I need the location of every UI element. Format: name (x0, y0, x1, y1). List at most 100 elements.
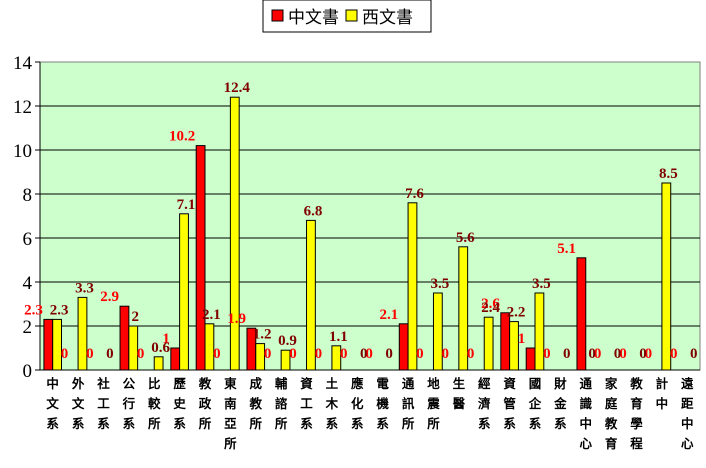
data-label: 2.3 (24, 302, 43, 318)
y-tick-label: 14 (13, 53, 33, 74)
data-label: 8.5 (659, 166, 678, 182)
data-label: 0.6 (151, 340, 170, 356)
data-label: 0 (365, 346, 373, 362)
data-label: 0 (588, 346, 596, 362)
bar-western (407, 202, 418, 371)
data-label: 2.6 (481, 296, 500, 312)
x-tick-label: 成教所 (249, 376, 263, 431)
data-label: 10.2 (169, 129, 195, 145)
legend-swatch-1 (271, 9, 284, 22)
data-label: 1.9 (227, 311, 246, 327)
bar-chinese (195, 145, 206, 371)
y-tick-label: 6 (23, 229, 33, 250)
bar-western (229, 96, 240, 371)
y-tick-label: 12 (13, 97, 32, 118)
data-label: 0 (639, 346, 647, 362)
x-tick-label: 歷史系 (173, 376, 186, 431)
data-label: 0 (106, 346, 114, 362)
bar-western (483, 316, 494, 371)
x-tick-label: 東南亞所 (224, 376, 237, 451)
data-label: 0 (594, 346, 602, 362)
x-tick-label: 土木系 (325, 376, 339, 431)
bar-western (661, 182, 672, 371)
data-label: 0 (467, 346, 475, 362)
x-tick-label: 資管系 (503, 376, 516, 431)
data-label: 0 (645, 346, 653, 362)
data-label: 0 (416, 346, 424, 362)
bar-chinese (170, 347, 181, 371)
data-label: 0 (315, 346, 323, 362)
x-tick-label: 經濟系 (478, 376, 491, 431)
bar-chinese (119, 305, 130, 371)
x-tick-label: 通識中心 (580, 376, 593, 451)
x-tick-label: 輔諮所 (275, 376, 288, 431)
data-label: 0 (543, 346, 551, 362)
data-label: 0 (690, 346, 698, 362)
y-tick-label: 2 (23, 317, 33, 338)
x-tick-label: 家庭教育 (604, 376, 618, 451)
data-label: 1 (162, 331, 170, 347)
data-label: 3.3 (75, 280, 94, 296)
bar-chinese (525, 347, 536, 371)
data-label: 0 (289, 346, 297, 362)
x-tick-label: 外文系 (71, 376, 85, 431)
y-tick-label: 10 (13, 141, 32, 162)
bar-chinese (500, 312, 511, 371)
x-tick-label: 比較所 (148, 376, 161, 431)
x-tick-label: 教育學程 (629, 376, 643, 451)
x-tick-label: 地震所 (426, 376, 440, 431)
data-label: 0 (61, 346, 69, 362)
data-label: 1 (518, 331, 526, 347)
data-label: 0 (264, 346, 272, 362)
data-label: 0 (614, 346, 622, 362)
data-label: 0 (360, 346, 368, 362)
gridlines (40, 105, 700, 327)
x-tick-label: 應化系 (351, 376, 364, 431)
data-label: 0 (563, 346, 571, 362)
data-label: 0.9 (278, 333, 297, 349)
data-label: 0 (137, 346, 145, 362)
x-tick-label: 通訊所 (402, 376, 415, 431)
bar-chinese (576, 257, 587, 371)
x-tick-label: 國企系 (528, 376, 542, 431)
data-label: 3.5 (430, 276, 449, 292)
legend-swatch-2 (345, 9, 358, 22)
data-label: 6.8 (304, 203, 323, 219)
data-label: 12.4 (224, 80, 251, 96)
data-label: 2.4 (481, 300, 500, 316)
y-tick-label: 4 (23, 273, 33, 294)
bar-western (52, 318, 62, 371)
y-tick-label: 8 (23, 185, 33, 206)
data-label: 2.9 (100, 289, 119, 305)
data-label: 7.6 (405, 186, 424, 202)
data-label: 1.2 (253, 327, 272, 343)
x-tick-label: 計中 (656, 376, 669, 411)
data-label: 0 (670, 346, 678, 362)
bar-western (179, 213, 189, 371)
y-tick-label: 0 (23, 361, 33, 382)
x-tick-label: 遠距中心 (681, 376, 694, 451)
x-tick-label: 電機系 (376, 376, 389, 431)
data-label: 3.5 (532, 276, 551, 292)
data-label: 2.1 (380, 307, 399, 323)
bar-chinese (43, 318, 54, 371)
data-label: 0 (213, 346, 221, 362)
x-tick-label: 社工系 (96, 376, 110, 431)
x-tick-label: 教政所 (198, 376, 212, 431)
legend-label-1: 中文書 (288, 8, 339, 28)
bar-chinese (398, 323, 409, 371)
x-tick-label: 資工系 (300, 376, 313, 431)
data-label: 2 (131, 309, 139, 325)
plot-area (39, 61, 701, 371)
x-tick-label: 中文系 (46, 376, 59, 431)
x-tick-label: 生醫 (453, 376, 466, 411)
bar-western (153, 356, 164, 371)
data-label: 7.1 (177, 197, 196, 213)
x-tick-label: 公行系 (122, 376, 136, 431)
data-label: 0 (442, 346, 450, 362)
data-label: 2.3 (50, 302, 69, 318)
x-tick-label: 財金系 (553, 376, 567, 431)
